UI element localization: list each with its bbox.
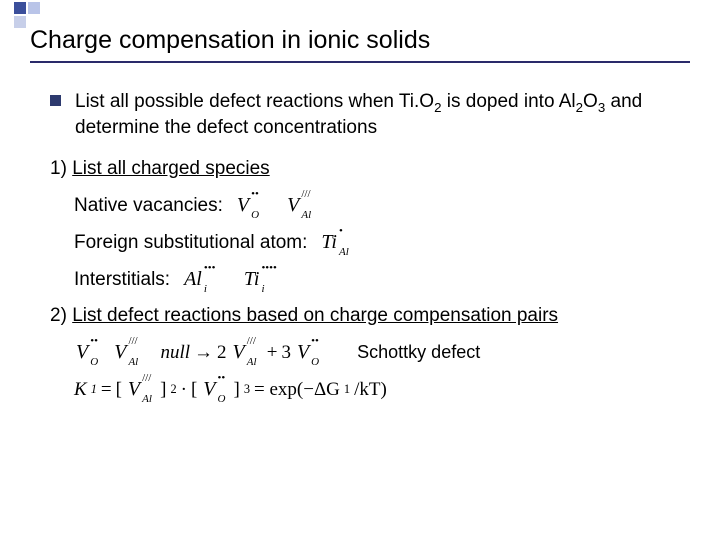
- equals: =: [101, 379, 112, 401]
- step-heading: List all charged species: [72, 158, 270, 179]
- kv-site: O: [251, 209, 259, 221]
- slide-title: Charge compensation in ionic solids: [30, 26, 690, 63]
- bracket: ]: [160, 379, 166, 401]
- text-run: List all possible defect reactions when …: [75, 91, 434, 112]
- coef: 2: [217, 342, 227, 364]
- kv-charge: ///: [128, 335, 137, 347]
- kv-charge: ••: [90, 335, 98, 347]
- kv-VO: V •• O: [74, 341, 90, 364]
- bracket: [: [191, 379, 197, 401]
- bracket: [: [116, 379, 122, 401]
- kv-site: Al: [128, 356, 138, 368]
- native-vacancies-line: Native vacancies: V •• O V /// Al: [74, 194, 680, 217]
- sub-1: 1: [91, 382, 97, 397]
- kv-site: Al: [301, 209, 311, 221]
- kv-main: Ti: [244, 268, 260, 290]
- rhs-sub: 1: [344, 382, 350, 397]
- kv-main: V: [297, 341, 309, 363]
- power: 3: [244, 382, 250, 397]
- kv-VAl-b: V /// Al: [126, 378, 142, 401]
- kv-site: O: [218, 393, 226, 405]
- kv-site: O: [90, 356, 98, 368]
- kv-VO-b: V •• O: [201, 378, 217, 401]
- kv-charge: ///: [142, 372, 151, 384]
- kv-main: V: [114, 341, 126, 363]
- step-number: 1): [50, 158, 72, 179]
- kroger-vink-TiAl: Ti • Al: [319, 231, 339, 254]
- kv-VAl: V /// Al: [112, 341, 128, 364]
- k1-equation: K1 = [ V /// Al ]2 · [ V •• O ]3 = exp(−…: [74, 378, 387, 401]
- kv-charge: •: [339, 225, 343, 237]
- kv-VAl-r: V /// Al: [231, 341, 247, 364]
- kv-charge: ••: [251, 188, 259, 200]
- kv-main: V: [233, 341, 245, 363]
- bracket: ]: [234, 379, 240, 401]
- line-label: Interstitials:: [74, 269, 170, 291]
- kv-main: V: [287, 194, 299, 216]
- dot: ·: [181, 379, 187, 401]
- kv-charge: •••: [204, 262, 216, 274]
- decor-square: [14, 16, 26, 28]
- kv-main: Al: [184, 268, 202, 290]
- square-bullet-icon: [50, 95, 61, 106]
- kroger-vink-Tii: Ti •••• i: [242, 268, 262, 291]
- line-label: Native vacancies:: [74, 195, 223, 217]
- kv-main: V: [237, 194, 249, 216]
- schottky-reaction-line: V •• O V /// Al null → 2 V /// Al + 3 V …: [74, 341, 680, 364]
- bullet-item: List all possible defect reactions when …: [50, 90, 680, 140]
- kv-main: Ti: [321, 231, 337, 253]
- decor-square: [14, 2, 26, 14]
- line-label: Foreign substitutional atom:: [74, 232, 307, 254]
- kv-VO-r: V •• O: [295, 341, 311, 364]
- kv-site: i: [204, 283, 207, 295]
- bullet-text: List all possible defect reactions when …: [75, 90, 680, 140]
- kv-main: V: [128, 378, 140, 400]
- kv-main: V: [76, 341, 88, 363]
- step-heading: List defect reactions based on charge co…: [72, 305, 558, 326]
- decor-square: [28, 2, 40, 14]
- kv-charge: ••••: [261, 262, 276, 274]
- kv-main: V: [203, 378, 215, 400]
- sym-K: K: [74, 379, 87, 401]
- slide-body: List all possible defect reactions when …: [50, 90, 680, 401]
- kroger-vink-VO: V •• O: [235, 194, 251, 217]
- interstitials-line: Interstitials: Al ••• i Ti •••• i: [74, 268, 680, 291]
- rhs-tail: /kT): [354, 379, 387, 401]
- kv-charge: ••: [311, 335, 319, 347]
- kv-charge: ///: [301, 188, 310, 200]
- title-bar: Charge compensation in ionic solids: [30, 26, 690, 63]
- foreign-atom-line: Foreign substitutional atom: Ti • Al: [74, 231, 680, 254]
- arrow-icon: →: [194, 342, 213, 364]
- kv-site: i: [261, 283, 264, 295]
- text-run: is doped into Al: [441, 91, 575, 112]
- kv-site: O: [311, 356, 319, 368]
- kv-charge: ••: [218, 372, 226, 384]
- kv-site: Al: [339, 246, 349, 258]
- plus: +: [267, 342, 278, 364]
- kv-site: Al: [142, 393, 152, 405]
- step-2: 2) List defect reactions based on charge…: [50, 305, 680, 327]
- rhs: = exp(−ΔG: [254, 379, 340, 401]
- text-run: O: [583, 91, 598, 112]
- kv-charge: ///: [247, 335, 256, 347]
- step-1: 1) List all charged species: [50, 158, 680, 180]
- equilibrium-constant: K1 = [ V /// Al ]2 · [ V •• O ]3 = exp(−…: [74, 378, 680, 401]
- subscript: 2: [576, 100, 583, 115]
- coef: 3: [281, 342, 291, 364]
- defect-reaction: V •• O V /// Al null → 2 V /// Al + 3 V …: [74, 341, 325, 364]
- schottky-label: Schottky defect: [357, 342, 480, 363]
- power: 2: [170, 382, 176, 397]
- kv-site: Al: [247, 356, 257, 368]
- kroger-vink-VAl: V /// Al: [285, 194, 301, 217]
- reaction-null: null: [160, 342, 190, 364]
- kroger-vink-Ali: Al ••• i: [182, 268, 204, 291]
- step-number: 2): [50, 305, 72, 326]
